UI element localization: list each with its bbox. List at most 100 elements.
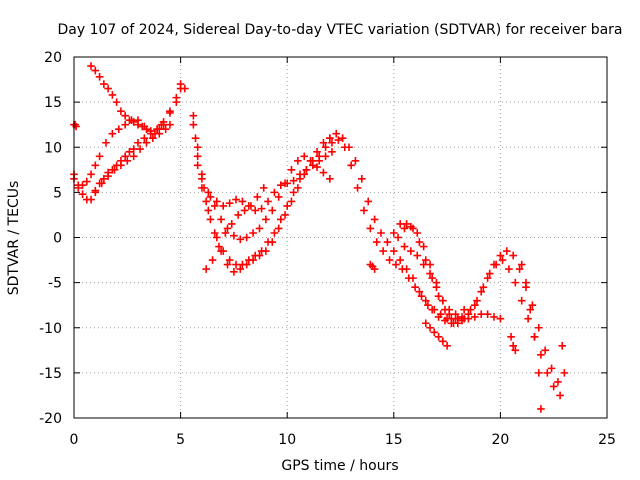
- data-point: [277, 181, 285, 189]
- data-point: [434, 332, 443, 341]
- data-point: [515, 265, 524, 273]
- data-point: [251, 206, 260, 215]
- data-point: [509, 342, 517, 350]
- data-point: [221, 229, 230, 237]
- data-point: [549, 382, 558, 391]
- data-point: [377, 229, 385, 237]
- data-point: [496, 314, 505, 323]
- data-point: [294, 156, 302, 165]
- data-point: [511, 278, 520, 287]
- data-point: [505, 265, 513, 273]
- data-point: [360, 206, 368, 215]
- data-point: [112, 98, 121, 106]
- data-point: [259, 184, 268, 192]
- series-track-17: [517, 260, 545, 413]
- series-track-20: [366, 260, 379, 273]
- data-point: [230, 231, 238, 240]
- data-point: [127, 116, 136, 124]
- data-point: [319, 168, 328, 177]
- data-point: [379, 247, 387, 255]
- data-point: [347, 161, 355, 170]
- x-tick-label: 0: [70, 432, 79, 448]
- data-point: [415, 287, 424, 296]
- data-point: [262, 215, 270, 224]
- data-point: [287, 197, 296, 206]
- data-point: [477, 287, 486, 296]
- data-point: [95, 73, 104, 81]
- data-point: [419, 260, 428, 269]
- data-point: [257, 204, 266, 213]
- data-point: [121, 152, 129, 161]
- data-point: [213, 197, 221, 206]
- data-point: [268, 206, 277, 215]
- data-point: [249, 256, 257, 264]
- series-track-9: [193, 147, 336, 215]
- data-point: [146, 127, 155, 135]
- series-track-15: [400, 242, 505, 323]
- data-point: [225, 256, 234, 264]
- y-tick-label: -10: [39, 321, 62, 337]
- data-point: [202, 265, 210, 273]
- data-point: [319, 138, 328, 147]
- data-point: [283, 202, 291, 210]
- data-point: [87, 195, 95, 204]
- data-point: [528, 301, 537, 309]
- data-point: [411, 283, 419, 291]
- data-point: [100, 80, 108, 88]
- data-point: [234, 211, 242, 219]
- data-point: [236, 235, 245, 244]
- data-point: [417, 292, 426, 300]
- data-point: [204, 206, 213, 215]
- data-point: [372, 238, 381, 246]
- data-point: [483, 310, 492, 319]
- data-point: [213, 233, 221, 242]
- series-track-5: [70, 120, 80, 131]
- data-point: [430, 305, 439, 314]
- series-track-16: [421, 319, 451, 350]
- data-point: [396, 220, 404, 228]
- data-point: [509, 251, 517, 260]
- data-point: [402, 220, 411, 228]
- axis-ticks: [73, 56, 608, 419]
- data-point: [390, 229, 398, 237]
- data-point: [558, 342, 567, 350]
- data-point: [210, 202, 219, 210]
- data-point: [507, 332, 515, 341]
- data-point: [534, 323, 543, 332]
- data-point: [198, 170, 206, 179]
- data-point: [460, 305, 468, 314]
- data-point: [426, 269, 434, 278]
- y-tick-label: 10: [44, 140, 62, 156]
- data-point: [217, 215, 225, 224]
- data-point: [166, 107, 174, 115]
- y-tick-label: 15: [44, 95, 62, 111]
- data-point: [97, 179, 106, 188]
- data-point: [274, 193, 283, 201]
- data-point: [458, 313, 466, 321]
- data-point: [129, 145, 138, 153]
- data-point: [490, 260, 498, 269]
- data-point: [524, 314, 532, 323]
- data-point: [407, 247, 415, 255]
- data-point: [78, 190, 87, 198]
- data-point: [227, 220, 236, 228]
- data-point: [419, 242, 428, 251]
- data-point: [560, 369, 569, 377]
- data-point: [502, 247, 511, 255]
- data-point: [526, 305, 535, 314]
- data-point: [134, 138, 142, 147]
- data-point: [166, 120, 174, 129]
- data-point: [413, 229, 422, 237]
- data-point: [193, 143, 202, 152]
- data-point: [176, 80, 185, 88]
- data-point: [332, 129, 341, 138]
- data-point: [547, 364, 556, 373]
- plot-frame: [73, 56, 608, 419]
- data-point: [255, 251, 264, 260]
- data-point: [100, 175, 108, 183]
- data-point: [108, 129, 117, 138]
- data-point: [426, 323, 434, 332]
- data-point: [517, 260, 526, 269]
- data-point: [230, 267, 238, 276]
- data-point: [490, 313, 498, 321]
